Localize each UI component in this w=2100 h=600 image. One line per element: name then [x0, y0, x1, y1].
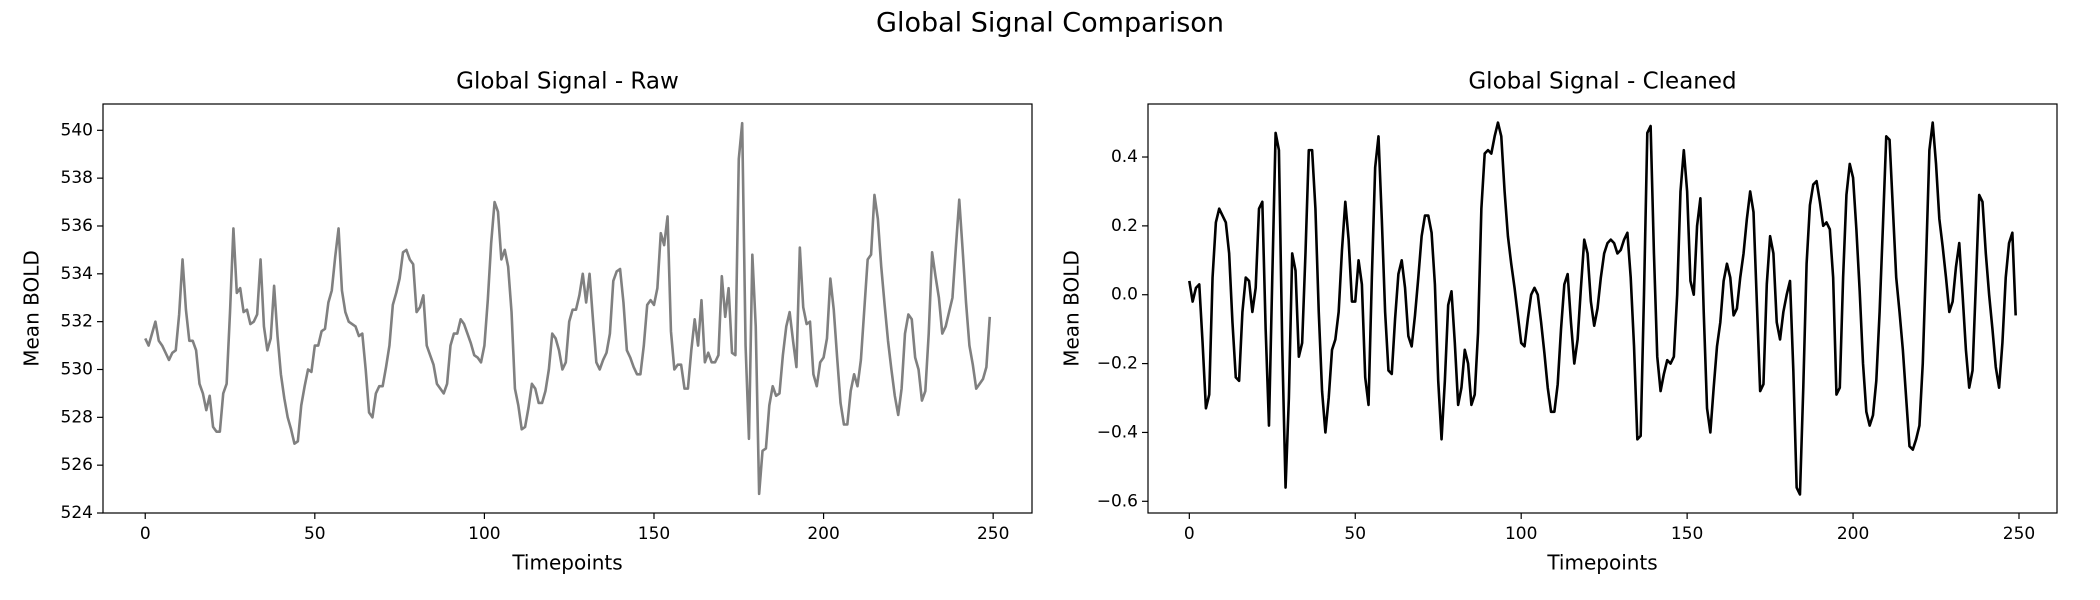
y-tick-label: 528: [61, 407, 93, 427]
axes-frame: [1147, 103, 2058, 514]
x-tick-label: 250: [2003, 524, 2035, 544]
y-tick-label: 534: [61, 264, 93, 284]
x-tick-label: 0: [1184, 524, 1195, 544]
y-tick-label: 0.2: [1111, 216, 1138, 236]
y-tick-label: 0.4: [1111, 147, 1138, 167]
y-tick-label: 536: [61, 216, 93, 236]
x-axis-label: Timepoints: [511, 551, 622, 575]
signal-line: [144, 121, 992, 496]
chart-title: Global Signal - Raw: [456, 69, 679, 95]
y-tick-label: 524: [61, 503, 93, 523]
x-tick-label: 150: [1671, 524, 1703, 544]
x-tick-label: 0: [140, 524, 151, 544]
y-tick-label: 532: [61, 312, 93, 332]
signal-line: [1188, 121, 2017, 496]
x-tick-label: 150: [638, 524, 670, 544]
x-tick-label: 250: [977, 524, 1009, 544]
y-tick-label: 526: [61, 455, 93, 475]
y-tick-label: 0.0: [1111, 285, 1138, 305]
y-tick-label: 538: [61, 168, 93, 188]
y-tick-label: −0.6: [1097, 491, 1138, 511]
x-tick-label: 50: [1344, 524, 1366, 544]
x-axis-label: Timepoints: [1546, 551, 1657, 575]
y-tick-label: −0.4: [1097, 422, 1138, 442]
chart-title: Global Signal - Cleaned: [1468, 69, 1736, 95]
y-tick-label: 540: [61, 120, 93, 140]
y-axis-label: Mean BOLD: [20, 250, 44, 367]
x-tick-label: 100: [468, 524, 500, 544]
figure-title: Global Signal Comparison: [876, 8, 1224, 39]
y-tick-label: 530: [61, 359, 93, 379]
y-tick-label: −0.2: [1097, 354, 1138, 374]
axes-frame: [102, 103, 1033, 514]
x-tick-label: 100: [1505, 524, 1537, 544]
y-axis-label: Mean BOLD: [1060, 250, 1084, 367]
x-tick-label: 200: [1837, 524, 1869, 544]
x-tick-label: 200: [807, 524, 839, 544]
x-tick-label: 50: [304, 524, 326, 544]
